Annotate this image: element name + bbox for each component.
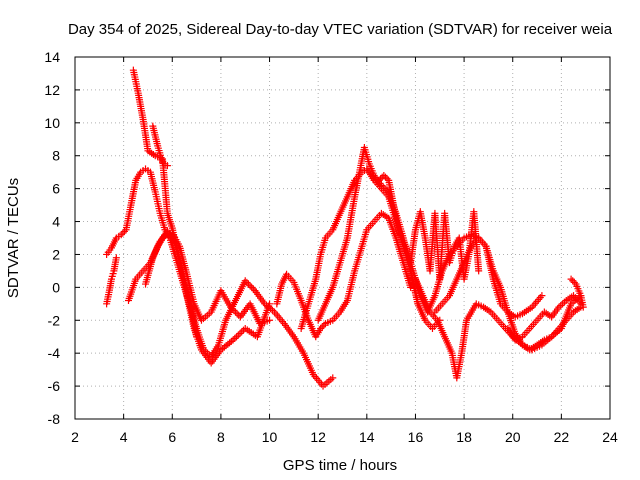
- x-tick-label: 12: [310, 429, 326, 445]
- data-point: [317, 325, 325, 332]
- series-track-14: [504, 292, 585, 344]
- data-point: [329, 374, 337, 382]
- y-tick-label: 2: [52, 246, 60, 262]
- data-point: [380, 171, 388, 179]
- x-tick-label: 4: [120, 429, 128, 445]
- data-points: [103, 66, 587, 390]
- data-point: [248, 283, 256, 291]
- plot-frame: [74, 56, 611, 420]
- data-point: [117, 231, 125, 239]
- y-tick-label: 0: [52, 279, 60, 295]
- x-tick-label: 20: [505, 429, 521, 445]
- data-point: [383, 175, 391, 183]
- y-tick-label: 6: [52, 181, 60, 197]
- x-tick-label: 2: [71, 429, 79, 445]
- y-tick-label: -8: [48, 411, 61, 427]
- x-tick-label: 18: [456, 429, 472, 445]
- x-tick-label: 6: [168, 429, 176, 445]
- grid: [75, 57, 610, 419]
- x-axis-label: GPS time / hours: [283, 457, 397, 474]
- y-tick-label: 4: [52, 214, 60, 230]
- data-point: [475, 267, 483, 275]
- x-tick-label: 10: [262, 429, 278, 445]
- y-tick-label: -4: [48, 345, 61, 361]
- series-track-13: [431, 234, 585, 354]
- data-point: [234, 331, 242, 339]
- series-track-6: [142, 227, 337, 390]
- data-point: [120, 227, 128, 235]
- series-track-4: [103, 254, 120, 308]
- data-point: [266, 316, 274, 324]
- x-tick-label: 16: [408, 429, 424, 445]
- data-point: [557, 301, 565, 309]
- series-track-2: [149, 122, 171, 170]
- data-point: [377, 175, 385, 183]
- y-tick-label: 14: [44, 49, 60, 65]
- data-point: [375, 176, 383, 184]
- x-tick-label: 8: [217, 429, 225, 445]
- y-tick-label: 8: [52, 148, 60, 164]
- data-point: [381, 173, 389, 181]
- y-tick-label: -2: [48, 312, 61, 328]
- data-point: [243, 278, 251, 286]
- data-point: [119, 229, 127, 237]
- data-point: [320, 321, 328, 329]
- data-point: [246, 282, 254, 290]
- data-point: [538, 292, 546, 300]
- data-point: [241, 277, 249, 285]
- y-tick-label: -6: [48, 378, 61, 394]
- data-point: [249, 285, 257, 293]
- data-point: [233, 310, 241, 318]
- x-tick-label: 14: [359, 429, 375, 445]
- data-point: [112, 254, 120, 262]
- y-tick-label: 10: [44, 115, 60, 131]
- series-track-12: [411, 275, 585, 382]
- x-tick-label: 24: [602, 429, 618, 445]
- data-point: [567, 275, 575, 283]
- y-tick-label: 12: [44, 82, 60, 98]
- data-point: [318, 323, 326, 331]
- data-point: [244, 280, 252, 288]
- series-track-15: [567, 275, 587, 311]
- y-axis-label: SDTVAR / TECUs: [5, 178, 22, 298]
- data-point: [233, 333, 241, 341]
- x-tick-label: 22: [554, 429, 570, 445]
- data-point: [236, 329, 244, 337]
- chart-title: Day 354 of 2025, Sidereal Day-to-day VTE…: [68, 21, 613, 38]
- data-point: [570, 278, 578, 286]
- data-point: [232, 308, 239, 316]
- data-point: [559, 300, 567, 308]
- data-point: [231, 334, 239, 342]
- data-point: [569, 277, 577, 285]
- data-point: [579, 303, 587, 311]
- data-point: [163, 162, 171, 170]
